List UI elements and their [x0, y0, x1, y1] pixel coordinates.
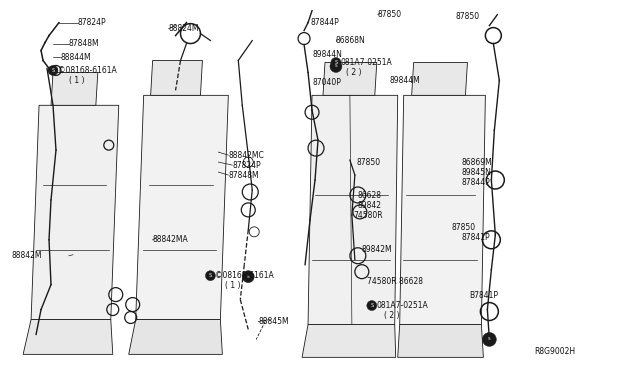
- Text: S: S: [371, 303, 373, 308]
- Polygon shape: [400, 95, 485, 324]
- Polygon shape: [51, 73, 98, 105]
- Text: S: S: [54, 68, 58, 73]
- Text: 87824P: 87824P: [232, 161, 261, 170]
- Text: 88842MC: 88842MC: [228, 151, 264, 160]
- Circle shape: [483, 333, 497, 346]
- Text: 87848M: 87848M: [69, 39, 100, 48]
- Text: 88842MA: 88842MA: [152, 235, 188, 244]
- Text: 88824M: 88824M: [168, 24, 199, 33]
- Text: S: S: [488, 337, 491, 341]
- Text: 88845M: 88845M: [258, 317, 289, 326]
- Circle shape: [205, 271, 216, 280]
- Text: 87850: 87850: [378, 10, 402, 19]
- Text: ©08168-6161A: ©08168-6161A: [58, 66, 116, 75]
- Text: 87824P: 87824P: [78, 18, 106, 27]
- Circle shape: [48, 65, 58, 76]
- Polygon shape: [412, 62, 467, 95]
- Text: 74580R: 74580R: [353, 211, 383, 220]
- Text: 89842: 89842: [358, 201, 382, 211]
- Text: 87850: 87850: [456, 12, 479, 21]
- Polygon shape: [302, 324, 396, 357]
- Text: 88844M: 88844M: [61, 53, 92, 62]
- Text: 87850: 87850: [451, 223, 476, 232]
- Text: S: S: [247, 275, 250, 279]
- Text: 89844M: 89844M: [390, 76, 420, 85]
- Text: 89842M: 89842M: [362, 245, 392, 254]
- Circle shape: [243, 271, 254, 283]
- Text: 87844P: 87844P: [310, 18, 339, 27]
- Text: 74580R 86628: 74580R 86628: [367, 277, 423, 286]
- Text: 87850: 87850: [357, 158, 381, 167]
- Text: R8G9002H: R8G9002H: [534, 347, 575, 356]
- Text: 86628: 86628: [358, 192, 382, 201]
- Text: S: S: [209, 273, 212, 278]
- Text: 86868N: 86868N: [336, 36, 365, 45]
- Polygon shape: [23, 320, 113, 355]
- Circle shape: [367, 301, 377, 311]
- Polygon shape: [31, 105, 119, 320]
- Text: S: S: [51, 68, 54, 73]
- Text: ( 1 ): ( 1 ): [69, 76, 84, 85]
- Polygon shape: [308, 95, 397, 324]
- Text: 87848M: 87848M: [228, 170, 259, 180]
- Polygon shape: [397, 324, 483, 357]
- Text: 081A7-0251A: 081A7-0251A: [341, 58, 393, 67]
- Text: S: S: [335, 64, 337, 68]
- Text: ( 2 ): ( 2 ): [346, 68, 362, 77]
- Polygon shape: [150, 61, 202, 95]
- Polygon shape: [136, 95, 228, 320]
- Text: ( 1 ): ( 1 ): [225, 281, 241, 290]
- Text: ( 2 ): ( 2 ): [384, 311, 399, 320]
- Text: 87040P: 87040P: [312, 78, 341, 87]
- Text: 89845N: 89845N: [461, 167, 492, 177]
- Text: 87841P: 87841P: [461, 233, 490, 242]
- Text: S: S: [334, 60, 337, 65]
- Text: ©08168-6161A: ©08168-6161A: [216, 271, 274, 280]
- Text: 89844N: 89844N: [312, 50, 342, 59]
- Text: 081A7-0251A: 081A7-0251A: [377, 301, 429, 310]
- Circle shape: [330, 61, 342, 73]
- Polygon shape: [129, 320, 222, 355]
- Text: 87844P: 87844P: [461, 177, 490, 186]
- Text: 88842M: 88842M: [11, 251, 42, 260]
- Polygon shape: [323, 62, 377, 95]
- Text: 86869M: 86869M: [461, 158, 492, 167]
- Text: B7841P: B7841P: [469, 291, 499, 300]
- Circle shape: [331, 58, 341, 67]
